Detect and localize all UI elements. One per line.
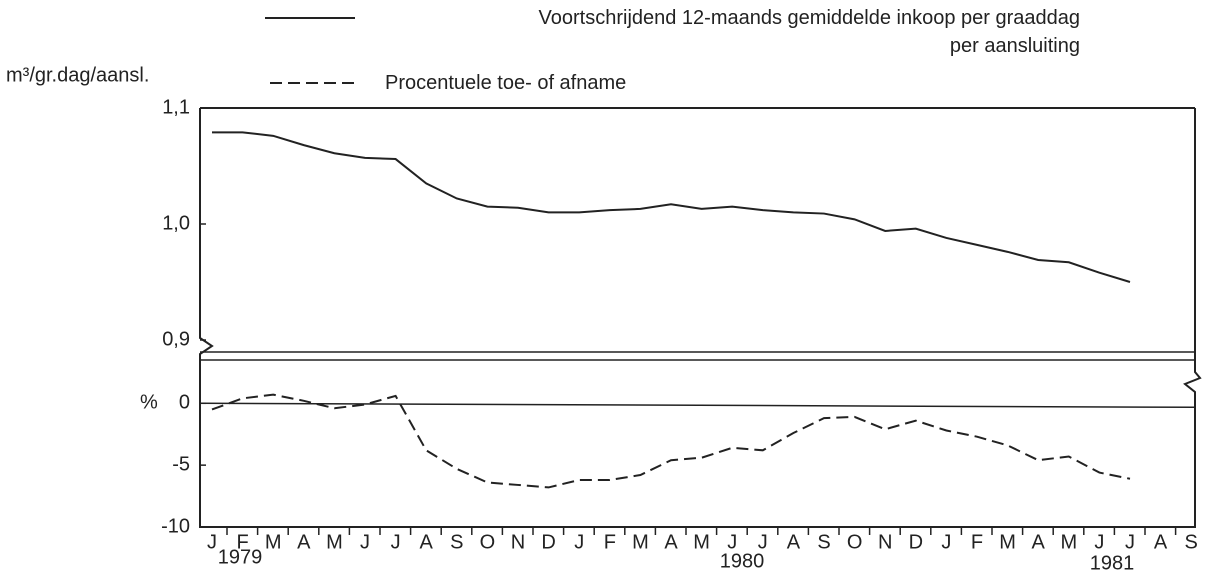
year-label: 1979 [218, 546, 263, 568]
x-tick-label: N [511, 531, 525, 553]
x-tick-label: J [727, 531, 737, 553]
y-axis-label: % [140, 391, 158, 413]
x-tick-label: M [265, 531, 282, 553]
x-tick-label: A [1154, 531, 1168, 553]
x-tick-label: J [391, 531, 401, 553]
x-tick-label: M [999, 531, 1016, 553]
y-tick-label: 1,1 [162, 96, 190, 118]
x-tick-label: F [971, 531, 983, 553]
x-tick-label: O [847, 531, 863, 553]
x-tick-label: A [420, 531, 434, 553]
x-tick-label: D [909, 531, 923, 553]
frame [199, 107, 1202, 528]
x-tick-label: M [326, 531, 343, 553]
x-tick-label: A [1032, 531, 1046, 553]
y-tick-label: -10 [161, 515, 190, 537]
legend-entry: Voortschrijdend 12-maands gemiddelde ink… [538, 7, 1080, 57]
x-tick-label: A [787, 531, 801, 553]
zero-line [199, 402, 1196, 409]
x-tick-label: N [878, 531, 892, 553]
y-tick-label: 0 [179, 392, 190, 414]
x-tick-label: S [817, 531, 830, 553]
x-tick-label: A [664, 531, 678, 553]
x-tick-label: J [360, 531, 370, 553]
x-tick-label: M [632, 531, 649, 553]
x-tick-label: D [541, 531, 555, 553]
x-tick-label: S [1185, 531, 1198, 553]
year-label: 1981 [1090, 552, 1135, 574]
x-tick-label: A [297, 531, 311, 553]
data-line [212, 131, 1131, 283]
x-tick-label: S [450, 531, 463, 553]
x-tick-label: J [574, 531, 584, 553]
x-tick-label: M [1060, 531, 1077, 553]
x-tick-label: M [693, 531, 710, 553]
x-tick-label: J [1125, 531, 1135, 553]
x-tick-label: O [480, 531, 496, 553]
legend-entry: Procentuele toe- of afname [385, 72, 627, 94]
y-tick-label: 0,9 [162, 328, 190, 350]
x-tick-label: F [236, 531, 248, 553]
y-axis-label: m³/gr.dag/aansl. [6, 64, 149, 86]
y-tick-label: 1,0 [162, 212, 190, 234]
year-label: 1980 [720, 550, 765, 572]
data-line [211, 393, 1131, 489]
x-tick-label: J [941, 531, 951, 553]
y-tick-label: -5 [172, 453, 190, 475]
x-tick-label: F [604, 531, 616, 553]
x-tick-label: J [1094, 531, 1104, 553]
axis-break [200, 351, 1195, 361]
x-tick-label: J [758, 531, 768, 553]
x-tick-label: J [207, 531, 217, 553]
